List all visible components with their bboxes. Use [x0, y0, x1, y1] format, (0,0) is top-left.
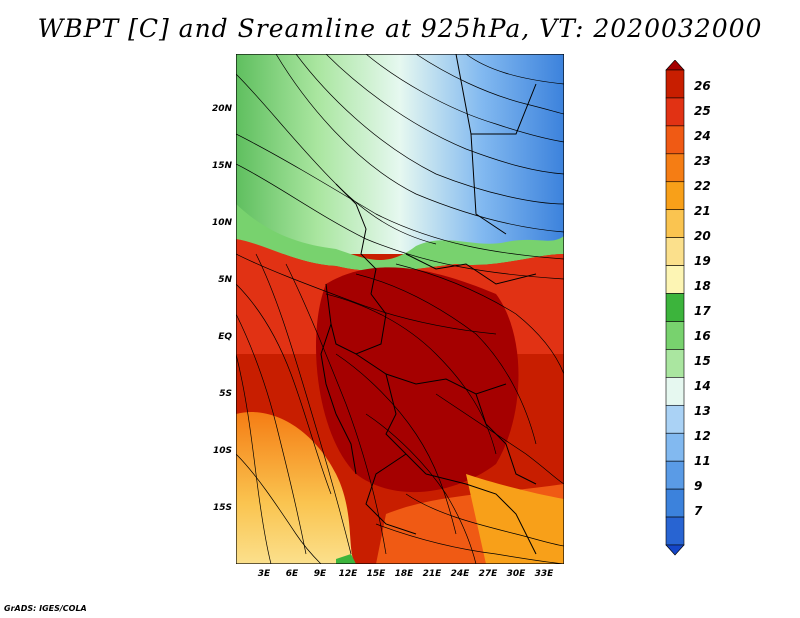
colorbar-label: 11: [694, 454, 711, 468]
colorbar-segment: [665, 293, 685, 322]
colorbar-label: 21: [694, 204, 711, 218]
lon-label: 24E: [450, 569, 470, 579]
lon-label: 33E: [534, 569, 554, 579]
field-south-atlantic: [236, 412, 356, 564]
grads-credit: GrADS: IGES/COLA: [4, 604, 87, 613]
colorbar-segment: [665, 349, 685, 378]
lon-label: 21E: [422, 569, 442, 579]
lon-label: 6E: [285, 569, 299, 579]
lon-label: 18E: [394, 569, 414, 579]
field-sw-green-patch: [336, 554, 356, 564]
colorbar-segment: [665, 321, 685, 350]
colorbar-segment: [665, 60, 685, 71]
lat-label: 5N: [218, 275, 232, 285]
colorbar-segment: [665, 265, 685, 294]
colorbar-segment: [665, 69, 685, 99]
colorbar-segment: [665, 97, 685, 127]
field-congo-core: [316, 267, 519, 493]
colorbar-segment: [665, 125, 685, 155]
lat-label: 15S: [212, 503, 232, 513]
lat-label: 20N: [211, 104, 232, 114]
colorbar-segment: [665, 460, 685, 490]
lat-label: EQ: [218, 332, 232, 342]
colorbar-label: 23: [694, 154, 711, 168]
lon-label: 3E: [257, 569, 271, 579]
colorbar-label: 16: [694, 329, 711, 343]
lon-label: 12E: [338, 569, 358, 579]
colorbar-segment: [665, 516, 685, 546]
map-plot: [236, 54, 564, 564]
colorbar-label: 18: [694, 279, 711, 293]
lat-label: 15N: [211, 161, 232, 171]
lat-label: 5S: [219, 389, 232, 399]
colorbar-label: 20: [694, 229, 711, 243]
lat-label: 10N: [211, 218, 232, 228]
colorbar-label: 15: [694, 354, 711, 368]
field-southeast-cool: [466, 474, 564, 564]
colorbar-label: 9: [694, 479, 703, 493]
lon-label: 27E: [478, 569, 498, 579]
lat-label: 10S: [212, 446, 232, 456]
field-sahel-band: [236, 204, 564, 272]
colorbar-label: 19: [694, 254, 711, 268]
colorbar-segment: [665, 181, 685, 211]
colorbar-segment: [665, 153, 685, 183]
colorbar-segment: [665, 488, 685, 518]
lon-label: 30E: [506, 569, 526, 579]
colorbar-segment: [665, 377, 685, 406]
lon-label: 9E: [313, 569, 327, 579]
colorbar-segment: [665, 544, 685, 556]
lon-label: 15E: [366, 569, 386, 579]
colorbar: [665, 60, 685, 556]
chart-title: WBPT [C] and Sreamline at 925hPa, VT: 20…: [37, 14, 763, 43]
colorbar-label: 7: [694, 504, 703, 518]
colorbar-segment: [665, 404, 685, 434]
colorbar-segment: [665, 432, 685, 462]
wbpt-field: [236, 54, 564, 564]
colorbar-label: 13: [694, 404, 711, 418]
colorbar-label: 17: [694, 304, 711, 318]
colorbar-segment: [665, 209, 685, 238]
colorbar-label: 22: [694, 179, 711, 193]
streamlines: [236, 54, 564, 564]
colorbar-label: 12: [694, 429, 711, 443]
colorbar-label: 24: [694, 129, 711, 143]
colorbar-label: 14: [694, 379, 711, 393]
country-borders: [320, 54, 537, 555]
colorbar-segment: [665, 237, 685, 266]
colorbar-label: 26: [694, 79, 711, 93]
colorbar-label: 25: [694, 104, 711, 118]
